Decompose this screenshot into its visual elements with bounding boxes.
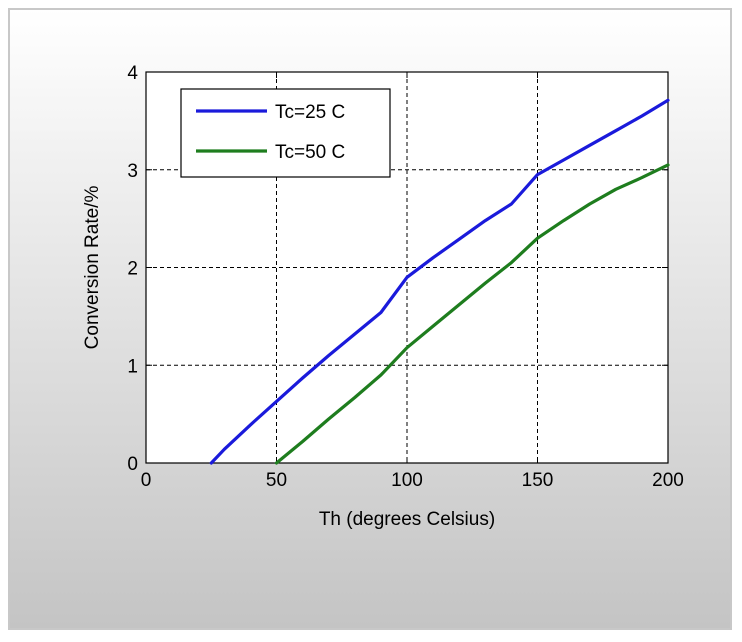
x-tick-label: 50 xyxy=(266,470,287,491)
x-tick-label: 100 xyxy=(391,470,423,491)
y-tick-label: 4 xyxy=(127,63,138,84)
y-tick-label: 3 xyxy=(127,161,138,182)
series-line-2 xyxy=(274,163,670,465)
x-tick-label: 0 xyxy=(141,470,152,491)
y-tick-label: 0 xyxy=(127,454,138,475)
y-axis-label: Conversion Rate/% xyxy=(82,186,103,350)
series-line-1 xyxy=(209,98,670,465)
x-tick-label: 150 xyxy=(522,470,554,491)
legend-label: Tc=25 C xyxy=(275,102,345,123)
legend-box xyxy=(180,88,391,178)
x-tick-label: 200 xyxy=(652,470,684,491)
legend-label: Tc=50 C xyxy=(275,142,345,163)
y-tick-label: 1 xyxy=(127,356,138,377)
y-tick-label: 2 xyxy=(127,259,138,280)
x-axis-label: Th (degrees Celsius) xyxy=(319,509,495,530)
